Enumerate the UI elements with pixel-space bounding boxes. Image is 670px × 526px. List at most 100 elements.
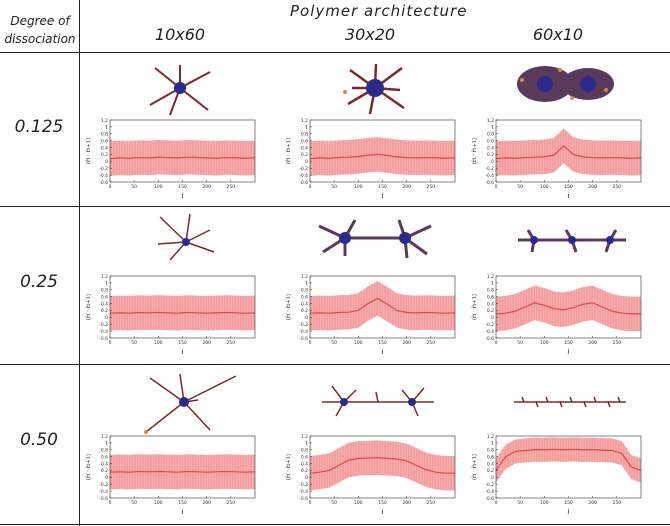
x-tick-label: 0 xyxy=(109,340,112,346)
y-tick-label: 1.2 xyxy=(487,118,494,124)
plot-60x10-025: -0.6 -0.4 -0.2 0 0.2 0.4 0.6 0.8 1 1.2 0 50 100 150 20… xyxy=(468,274,646,362)
y-axis-label: ⟨r̂i · r̂i+1⟩ xyxy=(85,294,92,320)
x-tick-label: 150 xyxy=(564,340,573,346)
x-tick-label: 250 xyxy=(427,340,436,346)
y-axis-label: ⟨r̂i · r̂i+1⟩ xyxy=(285,138,292,164)
mean-line xyxy=(309,153,456,160)
y-tick-label: 1.2 xyxy=(101,434,108,440)
row-divider-2 xyxy=(0,364,670,365)
y-tick-label: 0.2 xyxy=(101,468,108,474)
y-tick-label: 1 xyxy=(491,281,494,287)
y-tick-label: -0.4 xyxy=(99,173,108,179)
y-tick-label: 0 xyxy=(305,159,308,165)
row-label-025: 0.25 xyxy=(20,272,58,292)
x-tick-label: 150 xyxy=(178,184,187,190)
x-tick-label: 50 xyxy=(517,184,523,190)
y-tick-label: -0.4 xyxy=(299,329,308,335)
y-tick-label: -0.4 xyxy=(299,489,308,495)
x-tick-label: 150 xyxy=(178,340,187,346)
x-tick-label: 200 xyxy=(202,184,211,190)
x-tick-label: 200 xyxy=(402,184,411,190)
column-header-10x60: 10x60 xyxy=(154,25,206,44)
mean-line xyxy=(495,448,642,472)
y-tick-label: 1 xyxy=(491,441,494,447)
x-tick-label: 50 xyxy=(131,184,137,190)
corner-label-2: dissociation xyxy=(4,32,76,46)
y-tick-label: -0.2 xyxy=(485,482,494,488)
x-tick-label: 50 xyxy=(131,340,137,346)
y-tick-label: -0.6 xyxy=(99,336,108,342)
x-tick-label: 50 xyxy=(517,340,523,346)
y-tick-label: 0 xyxy=(305,475,308,481)
y-tick-label: 1 xyxy=(305,441,308,447)
y-tick-label: -0.6 xyxy=(485,496,494,502)
y-tick-label: 0.6 xyxy=(487,294,494,300)
y-tick-label: 0.2 xyxy=(487,152,494,158)
plot-30x20-0125: -0.6 -0.4 -0.2 0 0.2 0.4 0.6 0.8 1 1.2 0 50 100 150 20… xyxy=(282,118,460,206)
y-tick-label: 0.4 xyxy=(101,461,108,467)
x-tick-label: 0 xyxy=(495,500,498,506)
y-tick-label: 0 xyxy=(491,159,494,165)
y-tick-label: -0.6 xyxy=(299,496,308,502)
y-tick-label: 0.6 xyxy=(101,454,108,460)
x-tick-label: 50 xyxy=(331,340,337,346)
x-tick-label: 200 xyxy=(402,340,411,346)
y-tick-label: 0.8 xyxy=(487,448,494,454)
mean-line xyxy=(109,311,256,314)
y-tick-label: 1.2 xyxy=(487,434,494,440)
x-axis-label: i xyxy=(381,192,383,200)
y-tick-label: 1.2 xyxy=(487,274,494,280)
x-axis-label: i xyxy=(567,192,569,200)
y-axis-label: ⟨r̂i · r̂i+1⟩ xyxy=(285,454,292,480)
x-tick-label: 50 xyxy=(331,184,337,190)
x-axis-label: i xyxy=(567,508,569,516)
y-tick-label: 0.4 xyxy=(487,301,494,307)
polymer-illustration-10x60-0125 xyxy=(149,65,211,116)
polymer-illustration-30x20-025 xyxy=(318,219,432,259)
y-tick-label: -0.2 xyxy=(299,322,308,328)
y-tick-label: 0 xyxy=(105,159,108,165)
plot-10x60-025: -0.6 -0.4 -0.2 0 0.2 0.4 0.6 0.8 1 1.2 0 50 100 150 20… xyxy=(82,274,260,362)
y-tick-label: 0.2 xyxy=(101,152,108,158)
y-tick-label: 0.8 xyxy=(301,288,308,294)
y-tick-label: 1 xyxy=(491,125,494,131)
polymer-illustration-30x20-050 xyxy=(322,385,434,417)
x-tick-label: 100 xyxy=(154,500,163,506)
column-header-30x20: 30x20 xyxy=(344,25,396,44)
y-tick-label: 0 xyxy=(105,315,108,321)
y-tick-label: 0.4 xyxy=(301,301,308,307)
y-tick-label: 0.4 xyxy=(101,301,108,307)
y-tick-label: -0.4 xyxy=(485,329,494,335)
y-tick-label: 1.2 xyxy=(101,274,108,280)
y-tick-label: -0.2 xyxy=(99,482,108,488)
y-tick-label: -0.2 xyxy=(485,322,494,328)
y-tick-label: 0.4 xyxy=(487,145,494,151)
y-tick-label: 0.2 xyxy=(101,308,108,314)
header-divider xyxy=(0,52,670,53)
y-tick-label: 1.2 xyxy=(301,118,308,124)
x-axis-label: i xyxy=(181,508,183,516)
x-tick-label: 50 xyxy=(517,500,523,506)
x-tick-label: 250 xyxy=(427,500,436,506)
plot-60x10-0125: -0.6 -0.4 -0.2 0 0.2 0.4 0.6 0.8 1 1.2 0 50 100 150 20… xyxy=(468,118,646,206)
x-tick-label: 200 xyxy=(202,340,211,346)
x-tick-label: 0 xyxy=(309,500,312,506)
y-tick-label: 0.2 xyxy=(487,308,494,314)
y-tick-label: 0.2 xyxy=(301,152,308,158)
x-tick-label: 250 xyxy=(227,340,236,346)
mean-line xyxy=(309,297,456,314)
row-divider-bottom xyxy=(0,524,670,525)
x-tick-label: 150 xyxy=(178,500,187,506)
y-tick-label: 1 xyxy=(305,281,308,287)
y-tick-label: 1 xyxy=(105,281,108,287)
polymer-illustration-10x60-050 xyxy=(144,373,237,434)
y-tick-label: -0.4 xyxy=(99,489,108,495)
y-tick-label: 0.6 xyxy=(101,138,108,144)
x-tick-label: 250 xyxy=(613,184,622,190)
y-tick-label: -0.4 xyxy=(485,489,494,495)
x-tick-label: 100 xyxy=(354,500,363,506)
y-tick-label: 0.4 xyxy=(301,145,308,151)
y-tick-label: -0.6 xyxy=(485,180,494,186)
x-tick-label: 150 xyxy=(378,184,387,190)
x-tick-label: 150 xyxy=(564,500,573,506)
